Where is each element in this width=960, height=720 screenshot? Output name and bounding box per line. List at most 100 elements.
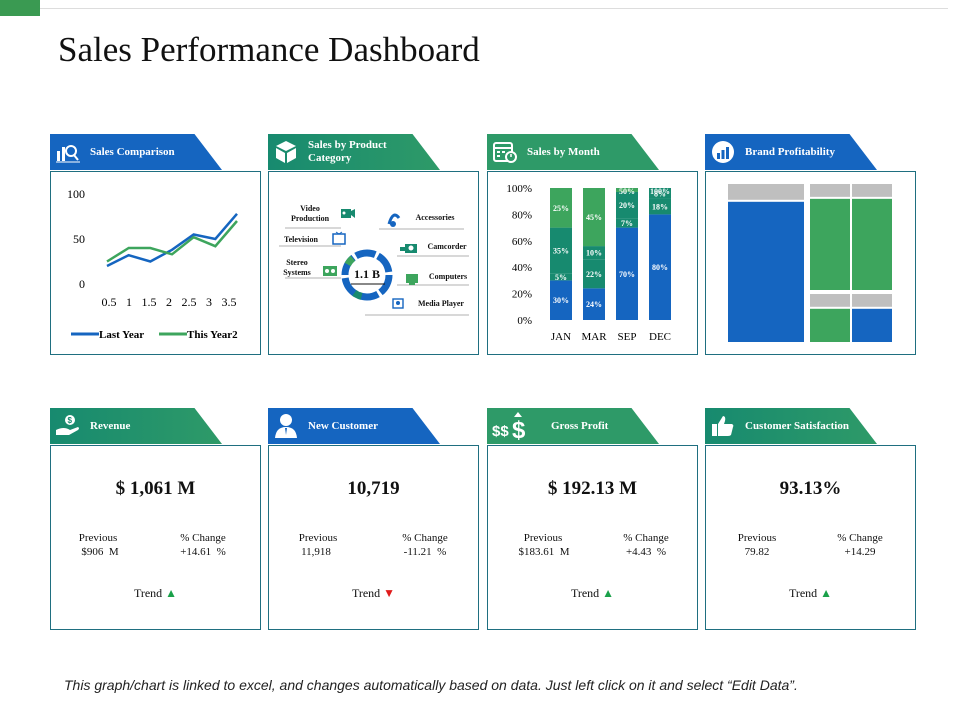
- tab-label: New Customer: [308, 419, 378, 432]
- change-label: % Change: [623, 532, 669, 544]
- y-tick-label: 40%: [512, 262, 532, 274]
- new-customer-panel: 10,719 Previous % Change 11,918 -11.21 %…: [268, 445, 479, 630]
- x-tick-label: MAR: [581, 331, 607, 343]
- tab-revenue[interactable]: $ Revenue: [50, 408, 222, 444]
- data-label: 10%: [586, 249, 602, 258]
- block-grey: [810, 184, 850, 197]
- data-label: 70%: [619, 270, 635, 279]
- block-grey: [728, 184, 804, 200]
- y-tick-label: 50: [73, 232, 85, 246]
- trend-label: Trend: [788, 586, 818, 600]
- media-player-icon: [392, 298, 404, 309]
- trend-label: Trend: [351, 586, 381, 600]
- bar-segment: [649, 198, 671, 215]
- computer-icon: [406, 274, 418, 285]
- headphones-icon: [387, 213, 401, 227]
- data-label: 100%: [650, 187, 670, 196]
- tab-gross-profit[interactable]: $$ $ Gross Profit: [487, 408, 659, 444]
- customer-satisfaction-value: 93.13%: [779, 478, 842, 499]
- tab-label: Gross Profit: [551, 419, 609, 432]
- sales-by-month-panel: 0% 20% 40% 60% 80% 100% 30% 5% 35% 25% JAN 24% 22% 10…: [487, 171, 698, 355]
- change-label: % Change: [402, 532, 448, 544]
- arrow-up-icon: ▲: [602, 586, 615, 600]
- revenue-value: $ 1,061 M: [115, 478, 196, 499]
- footer-note: This graph/chart is linked to excel, and…: [64, 677, 798, 693]
- data-label: 7%: [621, 219, 633, 228]
- y-tick-label: 0%: [517, 315, 532, 327]
- block-grey: [852, 184, 892, 197]
- trend-indicator: Trend ▲: [51, 586, 260, 601]
- data-label: 18%: [652, 202, 668, 211]
- bar-segment: [550, 280, 572, 320]
- change-label: % Change: [837, 532, 883, 544]
- gross-profit-panel: $ 192.13 M Previous % Change $183.61 M +…: [487, 445, 698, 630]
- label-stereo-systems: Stereo Systems: [283, 258, 311, 277]
- data-label: 35%: [553, 247, 569, 256]
- bar-segment: [616, 227, 638, 320]
- y-tick-label: 100: [67, 187, 85, 201]
- data-label: 8%: [654, 189, 666, 198]
- arrow-down-icon: ▼: [383, 586, 396, 600]
- series-line: [106, 212, 238, 268]
- previous-value: $906 M: [81, 546, 119, 558]
- tab-label: Customer Satisfaction: [745, 419, 849, 432]
- y-tick-label: 100%: [506, 183, 532, 195]
- tab-sales-by-month[interactable]: Sales by Month: [487, 134, 659, 170]
- label-camcorder: Camcorder: [427, 242, 467, 251]
- product-category-chart: [279, 209, 469, 316]
- x-tick-label: DEC: [649, 331, 671, 343]
- previous-value: $183.61 M: [518, 546, 570, 558]
- block-green: [810, 198, 850, 290]
- block-blue: [852, 308, 892, 342]
- previous-value: 79.82: [744, 546, 770, 558]
- x-tick-label: 3: [206, 295, 212, 309]
- x-tick-label: JAN: [551, 331, 571, 343]
- top-rule: [40, 8, 948, 9]
- bar-segment: [616, 218, 638, 228]
- data-label: 24%: [586, 300, 602, 309]
- x-tick-label: SEP: [618, 331, 637, 343]
- data-label: 22%: [586, 270, 602, 279]
- bar-segment: [583, 188, 605, 247]
- tab-sales-comparison[interactable]: Sales Comparison: [50, 134, 222, 170]
- legend-label: This Year2: [187, 329, 238, 341]
- tab-sales-by-product-category[interactable]: Sales by Product Category: [268, 134, 440, 170]
- svg-text:$$: $$: [492, 423, 509, 440]
- data-label: 5%: [555, 273, 567, 282]
- previous-value: 11,918: [301, 546, 331, 558]
- tab-label: Sales Comparison: [90, 145, 175, 158]
- data-label: 25%: [553, 204, 569, 213]
- trend-indicator: Trend ▲: [706, 586, 915, 601]
- previous-label: Previous: [737, 532, 777, 544]
- trend-indicator: Trend ▲: [488, 586, 697, 601]
- bar-segment: [649, 188, 671, 199]
- bar-segment: [550, 227, 572, 274]
- svg-text:$: $: [68, 416, 73, 425]
- label-television: Television: [284, 235, 318, 244]
- chart-search-icon: [54, 138, 82, 166]
- tab-brand-profitability[interactable]: Brand Profitability: [705, 134, 877, 170]
- change-value: -11.21 %: [403, 546, 447, 558]
- change-value: +4.43 %: [625, 546, 667, 558]
- corner-accent: [0, 0, 40, 16]
- money-hand-icon: $: [54, 412, 82, 440]
- trend-label: Trend: [133, 586, 163, 600]
- block-green: [810, 308, 850, 342]
- brand-profitability-panel: [705, 171, 916, 355]
- bar-segment: [550, 188, 572, 228]
- block-blue: [728, 201, 804, 342]
- bar-segment: [616, 191, 638, 219]
- block-green: [852, 198, 892, 290]
- y-tick-label: 20%: [512, 289, 532, 301]
- x-tick-label: 1: [126, 295, 132, 309]
- block-grey: [810, 294, 850, 307]
- bar-segment: [649, 214, 671, 320]
- video-camera-icon: [341, 209, 355, 218]
- previous-label: Previous: [298, 532, 338, 544]
- sales-by-month-chart: 0% 20% 40% 60% 80% 100% 30% 5% 35% 25% JAN 24% 22% 10…: [506, 183, 671, 343]
- data-label: 45%: [586, 213, 602, 222]
- tab-new-customer[interactable]: New Customer: [268, 408, 440, 444]
- television-icon: [332, 231, 346, 245]
- calendar-clock-icon: [491, 138, 519, 166]
- tab-customer-satisfaction[interactable]: Customer Satisfaction: [705, 408, 877, 444]
